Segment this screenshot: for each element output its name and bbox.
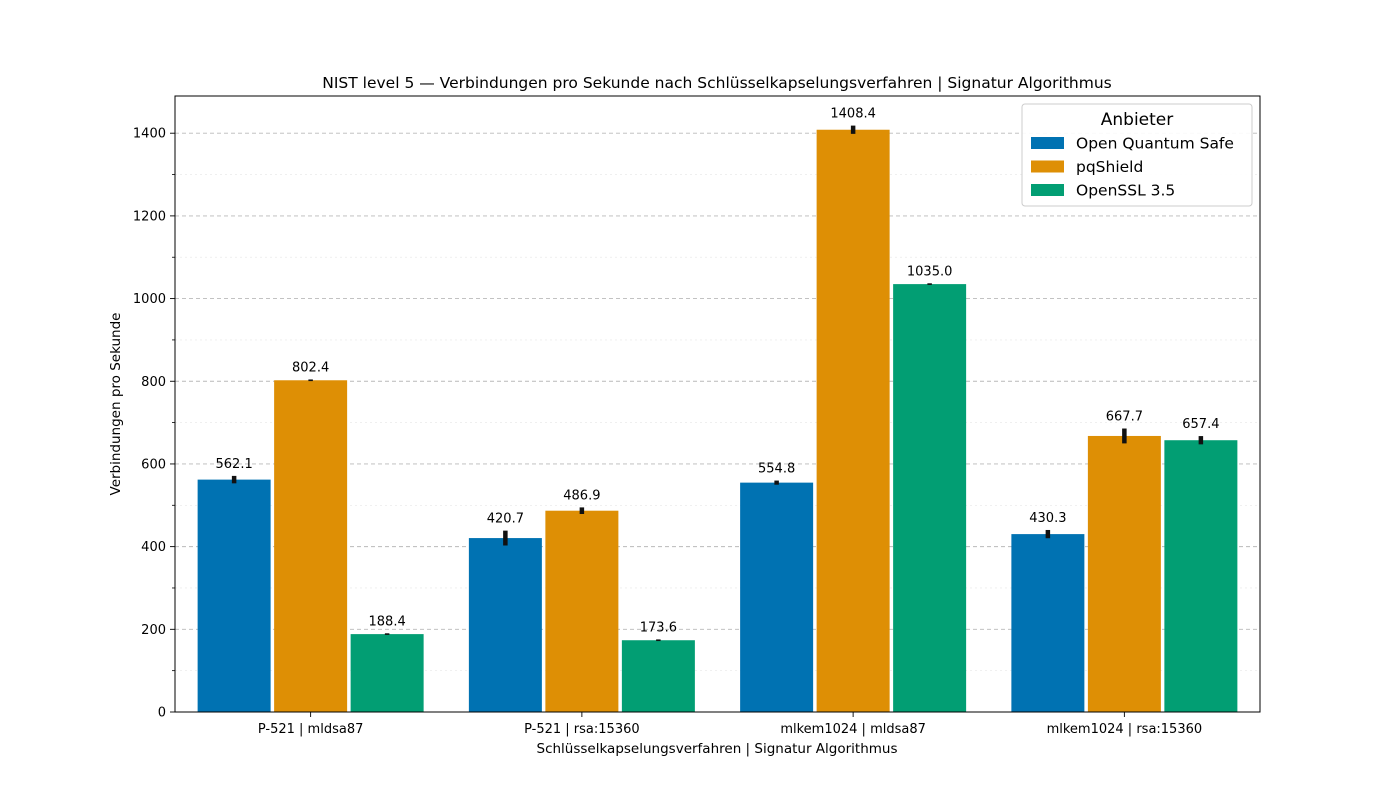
x-tick-label: mlkem1024 | mldsa87 <box>780 722 926 737</box>
y-tick-label: 600 <box>141 457 166 472</box>
y-tick-label: 1400 <box>133 127 166 142</box>
x-axis-label: Schlüsselkapselungsverfahren | Signatur … <box>537 741 898 757</box>
bar <box>816 129 890 713</box>
y-tick-label: 1200 <box>133 209 166 224</box>
bars: 562.1 802.4 188.4 420.7 486.9 173.6 554.8 1408.… <box>197 107 1238 713</box>
bar <box>1011 534 1085 712</box>
data-label: 486.9 <box>563 488 600 503</box>
plot-frame <box>174 95 1261 713</box>
legend-label: pqShield <box>1076 158 1143 176</box>
legend-label: OpenSSL 3.5 <box>1076 182 1175 200</box>
data-label: 430.3 <box>1029 511 1066 526</box>
bar <box>621 640 695 712</box>
bar <box>274 380 348 712</box>
legend-label: Open Quantum Safe <box>1076 135 1234 153</box>
y-tick-label: 800 <box>141 375 166 390</box>
y-axis-label: Verbindungen pro Sekunde <box>108 313 124 496</box>
x-tick-label: mlkem1024 | rsa:15360 <box>1047 722 1203 737</box>
gridlines <box>175 132 1260 671</box>
bar <box>468 538 542 712</box>
chart-title: NIST level 5 — Verbindungen pro Sekunde … <box>322 74 1111 92</box>
data-label: 657.4 <box>1182 417 1219 432</box>
data-label: 802.4 <box>292 360 329 375</box>
legend-swatch <box>1031 184 1064 196</box>
y-tick-label: 1000 <box>133 292 166 307</box>
bar <box>893 284 967 712</box>
bar <box>1164 440 1238 712</box>
data-label: 667.7 <box>1106 410 1143 425</box>
axes: 0 200 400 600 800 1000 1200 1400 P-521 | mldsa87… <box>133 95 1261 737</box>
y-tick-label: 400 <box>141 540 166 555</box>
bar <box>740 482 814 712</box>
data-label: 173.6 <box>640 620 677 635</box>
data-label: 562.1 <box>216 457 253 472</box>
bar <box>1087 435 1161 712</box>
data-label: 188.4 <box>369 614 406 629</box>
bar <box>197 479 271 712</box>
bar <box>545 510 619 712</box>
legend-title: Anbieter <box>1101 110 1174 130</box>
x-tick-label: P-521 | mldsa87 <box>258 722 364 737</box>
legend-swatch <box>1031 160 1064 173</box>
x-tick-label: P-521 | rsa:15360 <box>524 722 640 737</box>
y-tick-label: 0 <box>158 706 166 721</box>
data-label: 1408.4 <box>830 107 876 122</box>
legend: Anbieter Open Quantum Safe pqShield OpenSSL… <box>1021 103 1253 207</box>
legend-box <box>1021 103 1253 207</box>
data-label: 554.8 <box>758 462 795 477</box>
legend-swatch <box>1031 137 1064 149</box>
bar <box>350 634 424 712</box>
data-label: 420.7 <box>487 512 524 527</box>
data-label: 1035.0 <box>907 264 953 279</box>
y-tick-label: 200 <box>141 623 166 638</box>
